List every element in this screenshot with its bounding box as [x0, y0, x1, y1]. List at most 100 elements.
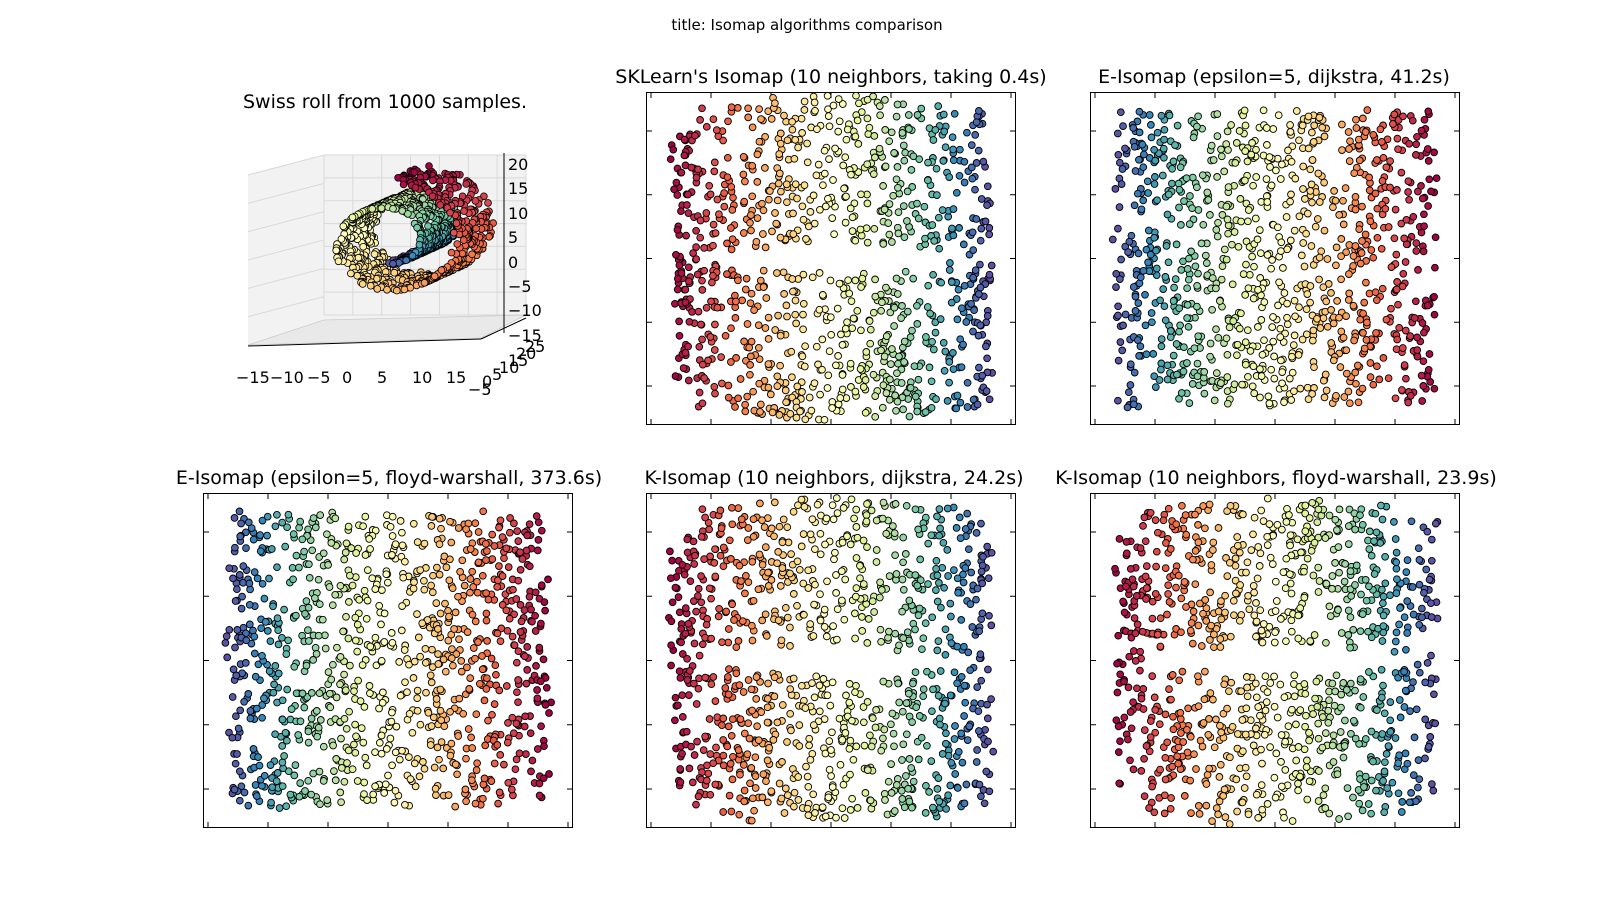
- scatter-point: [1355, 156, 1364, 165]
- scatter-point: [803, 139, 811, 148]
- scatter-point: [909, 679, 917, 688]
- scatter-point: [1345, 157, 1354, 165]
- scatter-point: [947, 298, 956, 307]
- swiss-roll-point: [337, 235, 346, 243]
- scatter-point: [344, 634, 353, 643]
- scatter-point: [278, 742, 287, 750]
- scatter-point: [1377, 244, 1386, 253]
- scatter-point: [258, 651, 266, 660]
- scatter-point: [482, 616, 491, 625]
- scatter-point: [794, 796, 803, 804]
- scatter-point: [1272, 166, 1280, 175]
- scatter-point: [892, 570, 901, 578]
- swiss-roll-point: [368, 205, 377, 213]
- scatter-point: [353, 777, 362, 785]
- scatter-point: [1231, 159, 1240, 167]
- swiss-roll-point: [459, 236, 468, 244]
- scatter-point: [684, 376, 693, 385]
- scatter-point: [681, 298, 690, 307]
- scatter-point: [1246, 347, 1255, 355]
- scatter-point: [1409, 212, 1418, 221]
- scatter-point: [720, 202, 729, 211]
- scatter-point: [1117, 180, 1126, 188]
- scatter-point: [1142, 245, 1151, 254]
- scatter-point: [351, 636, 360, 645]
- scatter-point: [316, 800, 324, 809]
- scatter-point: [700, 555, 708, 563]
- scatter-point: [869, 308, 878, 317]
- scatter-point: [828, 214, 837, 222]
- scatter-point: [949, 231, 958, 240]
- scatter-point: [1303, 209, 1312, 218]
- scatter-point: [1268, 323, 1277, 331]
- scatter-point: [1157, 342, 1166, 351]
- scatter-point: [913, 320, 922, 328]
- swiss-roll-point: [460, 207, 468, 215]
- scatter-point: [1414, 266, 1422, 274]
- scatter-point: [1307, 242, 1316, 250]
- scatter-point: [914, 611, 923, 620]
- scatter-point: [775, 411, 784, 419]
- scatter-point: [826, 313, 835, 322]
- scatter-point: [314, 575, 323, 584]
- scatter-point: [928, 707, 936, 716]
- z-tick-label: −5: [508, 277, 532, 296]
- scatter-point: [441, 667, 450, 676]
- scatter-point: [1166, 333, 1175, 342]
- scatter-point: [763, 694, 772, 703]
- scatter-point: [1397, 219, 1406, 228]
- scatter-point: [852, 523, 861, 531]
- scatter-point: [774, 311, 782, 320]
- scatter-point: [753, 722, 761, 731]
- scatter-point: [1310, 363, 1318, 372]
- scatter-point: [1160, 135, 1168, 144]
- scatter-point: [968, 623, 977, 631]
- scatter-point: [500, 554, 508, 563]
- scatter-point: [498, 533, 507, 541]
- scatter-point: [244, 518, 253, 527]
- scatter-point: [777, 794, 786, 803]
- swiss-roll-svg: [247, 153, 527, 347]
- scatter-point: [890, 303, 899, 312]
- scatter-point: [724, 117, 732, 126]
- scatter-point: [721, 331, 730, 340]
- scatter-point: [930, 237, 939, 245]
- scatter-point: [1119, 122, 1127, 130]
- scatter-point: [522, 679, 531, 688]
- scatter-point: [408, 728, 417, 737]
- scatter-point: [1157, 335, 1166, 343]
- scatter-point: [1289, 341, 1298, 349]
- scatter-point: [865, 123, 874, 132]
- scatter-point: [1423, 145, 1432, 153]
- scatter-point: [763, 756, 772, 765]
- scatter-point: [1184, 275, 1193, 284]
- scatter-point: [1175, 203, 1183, 212]
- scatter-point: [761, 543, 770, 551]
- scatter-point: [1153, 196, 1161, 205]
- scatter-point: [719, 751, 728, 760]
- scatter-point: [978, 561, 987, 570]
- scatter-point: [286, 790, 295, 799]
- scatter-point: [483, 674, 491, 683]
- scatter-point: [759, 230, 767, 238]
- scatter-point: [462, 754, 470, 763]
- scatter-point: [852, 91, 860, 100]
- scatter-point: [348, 765, 357, 774]
- scatter-point: [520, 652, 529, 661]
- scatter-point: [1402, 215, 1411, 224]
- scatter-point: [252, 704, 261, 713]
- scatter-point: [480, 696, 489, 705]
- scatter-point: [776, 129, 785, 138]
- swiss-roll-point: [446, 208, 454, 217]
- scatter-point: [1230, 380, 1239, 389]
- scatter-point: [826, 276, 835, 285]
- scatter-point: [1194, 112, 1202, 121]
- scatter-point: [695, 388, 704, 397]
- scatter-point: [928, 613, 937, 622]
- scatter-point: [230, 785, 239, 794]
- scatter-point: [446, 707, 454, 716]
- scatter-point: [810, 98, 819, 107]
- scatter-point: [324, 561, 332, 569]
- scatter-point: [892, 175, 901, 184]
- scatter-point: [783, 312, 791, 321]
